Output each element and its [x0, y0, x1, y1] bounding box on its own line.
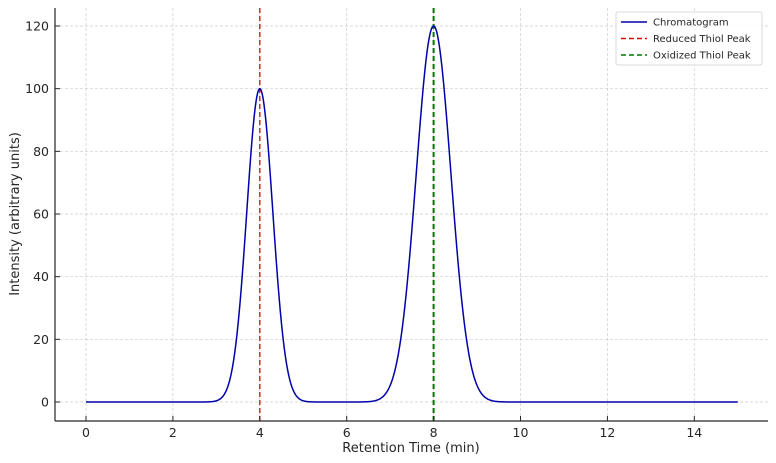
y-tick-label: 120	[25, 19, 49, 34]
y-tick-label: 20	[33, 332, 49, 347]
peak-markers	[259, 8, 435, 421]
x-tick-label: 4	[256, 425, 264, 440]
y-tick-label: 40	[33, 269, 49, 284]
chromatogram-line	[86, 25, 738, 403]
x-tick-label: 8	[430, 425, 438, 440]
grid-lines	[55, 8, 768, 421]
legend-label: Reduced Thiol Peak	[653, 34, 751, 45]
y-tick-label: 80	[33, 144, 49, 159]
x-axis-label: Retention Time (min)	[342, 441, 479, 456]
y-ticks: 0 20 40 60 80 100 120	[25, 19, 60, 410]
legend-label: Chromatogram	[653, 18, 729, 29]
x-tick-label: 2	[169, 425, 177, 440]
legend: Chromatogram Reduced Thiol Peak Oxidized T…	[615, 11, 763, 66]
x-ticks: 0 2 4 6 8 10 12 14	[82, 416, 702, 440]
legend-label: Oxidized Thiol Peak	[653, 51, 751, 62]
x-tick-label: 14	[686, 425, 702, 440]
y-tick-label: 60	[33, 207, 49, 222]
legend-box	[615, 11, 763, 66]
y-tick-label: 100	[25, 81, 49, 96]
x-tick-label: 0	[82, 425, 90, 440]
y-tick-label: 0	[41, 395, 49, 410]
x-tick-label: 12	[599, 425, 615, 440]
x-tick-label: 10	[513, 425, 529, 440]
axes	[54, 8, 768, 422]
x-tick-label: 6	[343, 425, 351, 440]
y-axis-label: Intensity (arbitrary units)	[8, 132, 23, 296]
